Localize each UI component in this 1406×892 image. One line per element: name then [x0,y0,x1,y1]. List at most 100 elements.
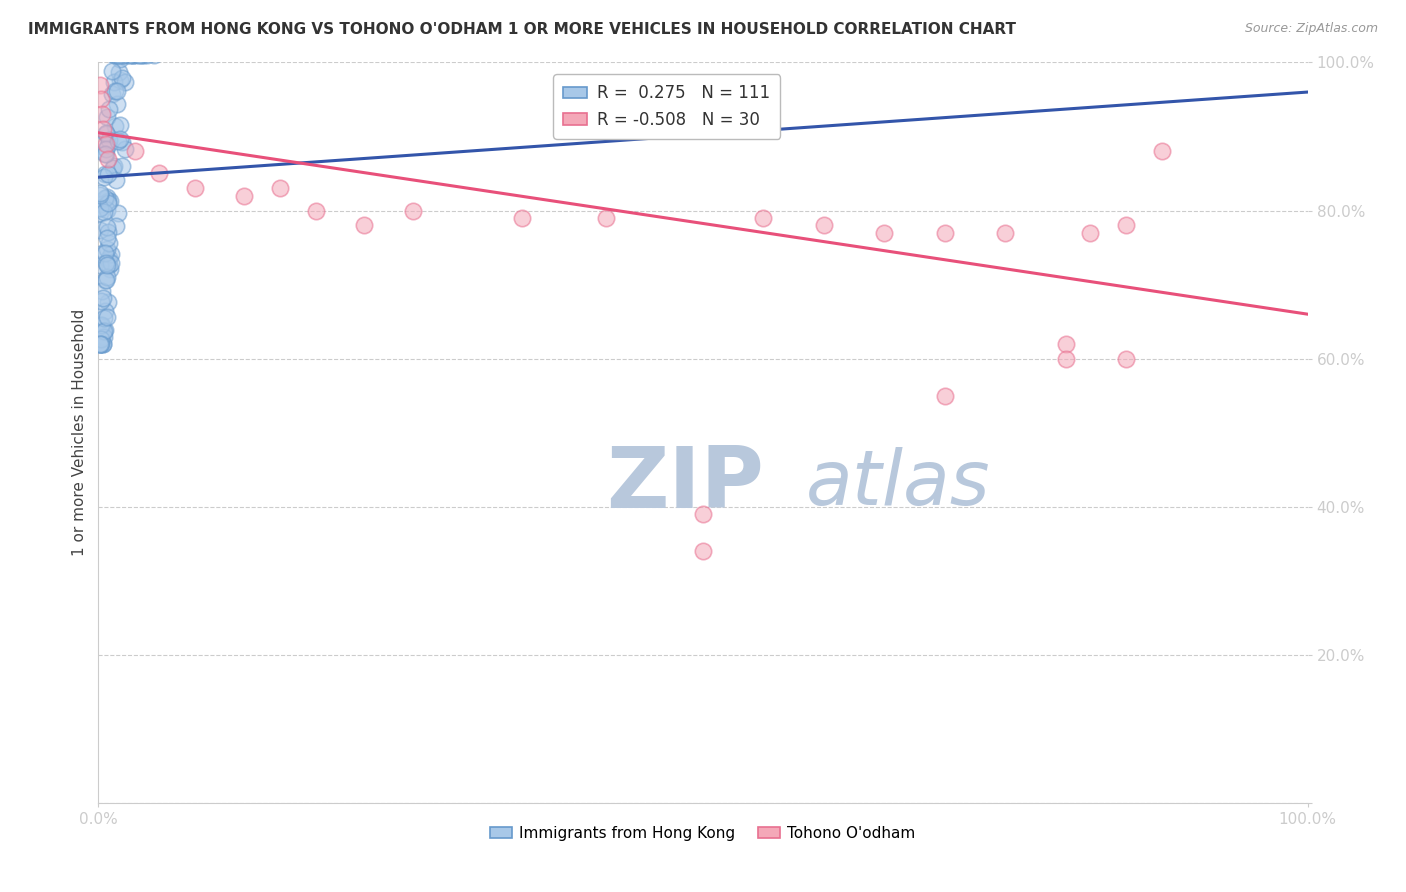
Point [91,291,114,305]
Point [89,247,111,261]
Point [90,92,112,106]
Point [91,336,114,351]
Point [89,336,111,351]
Point [97,167,120,181]
Point [100,247,122,261]
Point [97,138,120,153]
Point [118,48,141,62]
Point [595,211,617,225]
Text: Source: ZipAtlas.com: Source: ZipAtlas.com [1244,22,1378,36]
Point [94,167,117,181]
Point [142,48,165,62]
Point [128,48,150,62]
Point [89,202,111,216]
Point [93,205,115,219]
Point [97,252,120,266]
Point [89,201,111,215]
Point [96,242,118,256]
Point [184,181,207,195]
Point [93,330,115,344]
Point [1054,336,1077,351]
Point [91,107,114,121]
Point [104,119,127,133]
Point [105,84,128,98]
Text: IMMIGRANTS FROM HONG KONG VS TOHONO O'ODHAM 1 OR MORE VEHICLES IN HOUSEHOLD CORR: IMMIGRANTS FROM HONG KONG VS TOHONO O'OD… [28,22,1017,37]
Point [89,336,111,351]
Text: atlas: atlas [806,448,990,522]
Point [129,48,152,62]
Point [100,63,122,78]
Point [90,197,112,211]
Point [97,152,120,166]
Point [96,110,118,124]
Point [108,48,131,62]
Point [122,48,145,62]
Point [1152,145,1174,159]
Point [96,189,118,203]
Point [994,226,1017,240]
Point [127,48,149,62]
Point [94,273,117,287]
Point [353,219,375,233]
Point [89,336,111,351]
Point [510,211,533,225]
Point [107,134,129,148]
Point [89,206,111,220]
Point [96,273,118,287]
Point [91,284,114,298]
Point [101,161,124,175]
Point [934,226,956,240]
Point [93,146,115,161]
Point [104,48,127,62]
Point [96,256,118,270]
Point [93,169,115,184]
Point [104,173,127,187]
Point [104,84,127,98]
Point [97,196,120,211]
Point [90,336,112,351]
Point [98,258,121,272]
Point [1078,226,1101,240]
Point [121,48,143,62]
Point [103,159,125,173]
Point [111,48,134,62]
Point [1115,351,1137,366]
Point [1054,351,1077,366]
Point [103,75,125,89]
Point [305,203,328,218]
Point [103,48,125,62]
Point [96,310,118,324]
Point [269,181,291,195]
Point [96,258,118,272]
Point [96,147,118,161]
Point [90,293,112,308]
Point [90,329,112,343]
Point [94,136,117,151]
Point [96,127,118,141]
Point [114,142,136,156]
Point [112,48,135,62]
Point [110,48,132,62]
Point [873,226,896,240]
Point [136,48,159,62]
Point [107,65,129,79]
Point [96,219,118,234]
Point [114,48,136,62]
Point [94,323,117,337]
Point [90,318,112,332]
Point [98,236,121,251]
Point [89,186,111,200]
Point [93,324,115,338]
Point [752,211,775,225]
Text: ZIP: ZIP [606,443,763,526]
Point [1115,219,1137,233]
Point [100,87,122,101]
Point [110,70,132,85]
Point [132,48,155,62]
Point [100,256,122,270]
Point [93,311,115,326]
Legend: Immigrants from Hong Kong, Tohono O'odham: Immigrants from Hong Kong, Tohono O'odha… [484,820,922,847]
Point [94,246,117,260]
Point [91,325,114,339]
Point [93,336,115,351]
